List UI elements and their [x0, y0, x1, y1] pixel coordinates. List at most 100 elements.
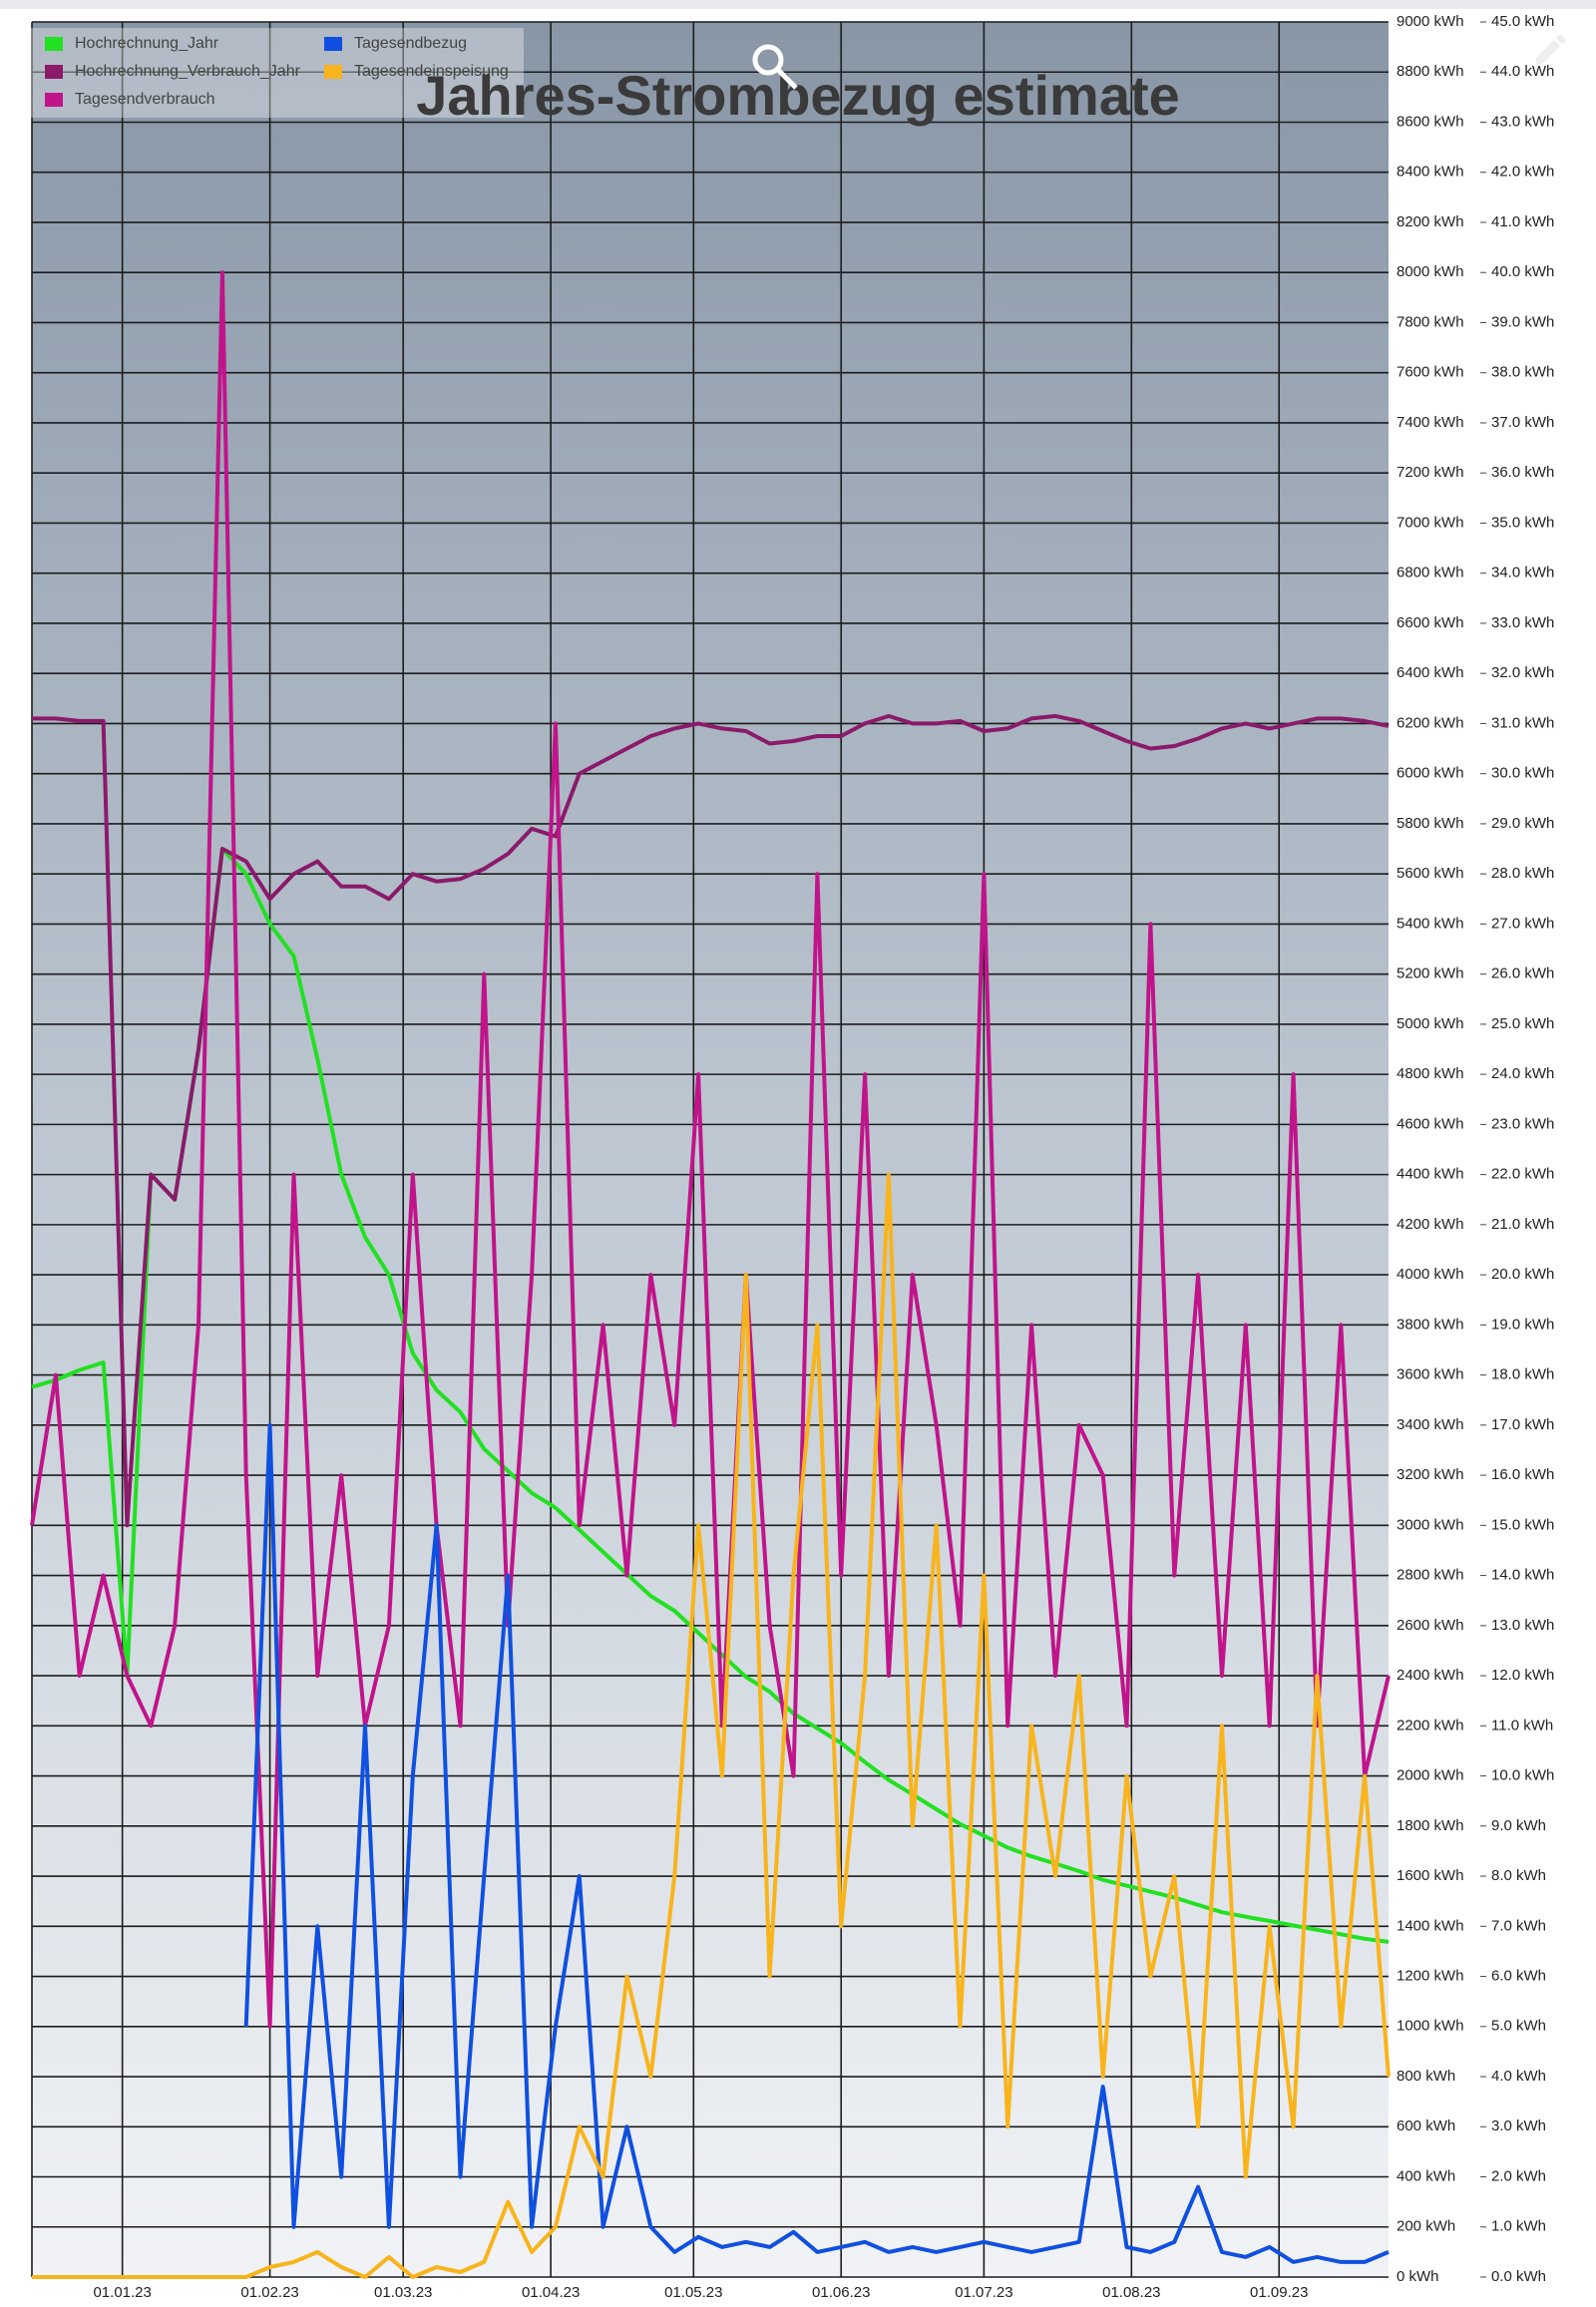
y2-tick-label: 19.0 kWh: [1491, 1316, 1554, 1333]
y2-tick-label: 24.0 kWh: [1491, 1065, 1554, 1082]
legend-swatch: [45, 37, 63, 51]
y2-tick-label: 16.0 kWh: [1491, 1466, 1554, 1483]
y2-tick-label: 38.0 kWh: [1491, 364, 1554, 381]
y-tick-label: 1600 kWh: [1396, 1867, 1464, 1884]
y-tick-label: 1000 kWh: [1396, 2018, 1464, 2035]
y-tick-label: 2400 kWh: [1396, 1667, 1464, 1684]
plot-area: [32, 22, 1389, 2277]
y2-tick-label: 35.0 kWh: [1491, 514, 1554, 531]
x-tick-label: 01.04.23: [522, 2284, 580, 2301]
y-tick-label: 3800 kWh: [1396, 1316, 1464, 1333]
y2-tick-label: 12.0 kWh: [1491, 1667, 1554, 1684]
y2-tick-label: 37.0 kWh: [1491, 414, 1554, 431]
y-tick-label: 2200 kWh: [1396, 1717, 1464, 1733]
legend-swatch: [324, 37, 342, 51]
y-tick-label: 9000 kWh: [1396, 13, 1464, 30]
y-tick-label: 1200 kWh: [1396, 1968, 1464, 1985]
y2-tick-label: 34.0 kWh: [1491, 565, 1554, 581]
y-tick-label: 4000 kWh: [1396, 1266, 1464, 1283]
y-tick-label: 3000 kWh: [1396, 1516, 1464, 1533]
y2-tick-label: 6.0 kWh: [1491, 1968, 1546, 1985]
y-tick-label: 7200 kWh: [1396, 464, 1464, 481]
x-tick-label: 01.05.23: [664, 2284, 722, 2301]
y2-tick-label: 41.0 kWh: [1491, 213, 1554, 230]
y2-tick-label: 17.0 kWh: [1491, 1416, 1554, 1433]
y2-tick-label: 13.0 kWh: [1491, 1617, 1554, 1634]
y2-tick-label: 1.0 kWh: [1491, 2218, 1546, 2235]
legend-label: Tagesendeinspeisung: [354, 63, 509, 80]
y-tick-label: 7600 kWh: [1396, 364, 1464, 381]
y-tick-label: 8000 kWh: [1396, 263, 1464, 280]
y-tick-label: 5000 kWh: [1396, 1015, 1464, 1032]
y-tick-label: 2600 kWh: [1396, 1617, 1464, 1634]
y-tick-label: 1400 kWh: [1396, 1917, 1464, 1934]
y-tick-label: 6400 kWh: [1396, 664, 1464, 681]
y2-tick-label: 18.0 kWh: [1491, 1366, 1554, 1383]
y-tick-label: 8600 kWh: [1396, 113, 1464, 130]
y2-tick-label: 30.0 kWh: [1491, 765, 1554, 782]
y2-tick-label: 10.0 kWh: [1491, 1767, 1554, 1784]
y2-tick-label: 3.0 kWh: [1491, 2117, 1546, 2134]
x-tick-label: 01.07.23: [955, 2284, 1012, 2301]
y-tick-label: 4400 kWh: [1396, 1166, 1464, 1183]
top-bar: [0, 0, 1596, 9]
y-tick-label: 3600 kWh: [1396, 1366, 1464, 1383]
y-tick-label: 7800 kWh: [1396, 313, 1464, 330]
y-tick-label: 2800 kWh: [1396, 1567, 1464, 1584]
y-tick-label: 6800 kWh: [1396, 565, 1464, 581]
y2-tick-label: 40.0 kWh: [1491, 263, 1554, 280]
y2-tick-label: 32.0 kWh: [1491, 664, 1554, 681]
y-tick-label: 0 kWh: [1396, 2268, 1439, 2285]
lines: [30, 270, 1391, 2279]
y-tick-label: 5200 kWh: [1396, 965, 1464, 982]
y2-tick-label: 15.0 kWh: [1491, 1516, 1554, 1533]
y-tick-label: 600 kWh: [1396, 2117, 1455, 2134]
edit-icon[interactable]: [1536, 34, 1566, 64]
y-tick-label: 8400 kWh: [1396, 164, 1464, 181]
y2-tick-label: 25.0 kWh: [1491, 1015, 1554, 1032]
series-line: [32, 713, 1390, 1528]
y-tick-label: 6000 kWh: [1396, 765, 1464, 782]
y2-tick-label: 4.0 kWh: [1491, 2068, 1546, 2085]
y2-tick-label: 31.0 kWh: [1491, 714, 1554, 731]
axes: 0 kWh 200 kWh 400 kWh 600 kWh 800 kWh 1000 kW…: [93, 13, 1554, 2301]
y2-tick-label: 8.0 kWh: [1491, 1867, 1546, 1884]
y-tick-label: 800 kWh: [1396, 2068, 1455, 2085]
y2-tick-label: 43.0 kWh: [1491, 113, 1554, 130]
y-tick-label: 1800 kWh: [1396, 1817, 1464, 1834]
legend-swatch: [45, 93, 63, 107]
legend-label: Tagesendbezug: [354, 35, 467, 52]
x-tick-label: 01.02.23: [240, 2284, 298, 2301]
y2-tick-label: 27.0 kWh: [1491, 915, 1554, 932]
legend: Hochrechnung_Jahr Hochrechnung_Verbrauch_…: [30, 28, 524, 118]
y-tick-label: 8800 kWh: [1396, 63, 1464, 80]
y2-tick-label: 36.0 kWh: [1491, 464, 1554, 481]
legend-label: Tagesendverbrauch: [75, 91, 215, 108]
y2-tick-label: 45.0 kWh: [1491, 13, 1554, 30]
zoom-reset-icon[interactable]: [752, 44, 798, 90]
series-line: [32, 1172, 1391, 2279]
y-tick-label: 7400 kWh: [1396, 414, 1464, 431]
y2-tick-label: 42.0 kWh: [1491, 164, 1554, 181]
y2-tick-label: 7.0 kWh: [1491, 1917, 1546, 1934]
x-tick-label: 01.01.23: [93, 2284, 151, 2301]
y2-tick-label: 33.0 kWh: [1491, 614, 1554, 631]
x-tick-label: 01.09.23: [1250, 2284, 1308, 2301]
y-tick-label: 4800 kWh: [1396, 1065, 1464, 1082]
legend-label: Hochrechnung_Verbrauch_Jahr: [75, 63, 301, 80]
y-tick-label: 200 kWh: [1396, 2218, 1455, 2235]
y2-tick-label: 20.0 kWh: [1491, 1266, 1554, 1283]
y-tick-label: 2000 kWh: [1396, 1767, 1464, 1784]
y-tick-label: 5800 kWh: [1396, 815, 1464, 832]
y2-tick-label: 29.0 kWh: [1491, 815, 1554, 832]
y-tick-label: 4200 kWh: [1396, 1216, 1464, 1233]
y2-tick-label: 26.0 kWh: [1491, 965, 1554, 982]
y-tick-label: 400 kWh: [1396, 2167, 1455, 2184]
legend-box: [30, 28, 524, 118]
legend-label: Hochrechnung_Jahr: [75, 35, 219, 52]
y2-tick-label: 23.0 kWh: [1491, 1115, 1554, 1132]
y2-tick-label: 44.0 kWh: [1491, 63, 1554, 80]
y-tick-label: 3400 kWh: [1396, 1416, 1464, 1433]
y-tick-label: 5400 kWh: [1396, 915, 1464, 932]
